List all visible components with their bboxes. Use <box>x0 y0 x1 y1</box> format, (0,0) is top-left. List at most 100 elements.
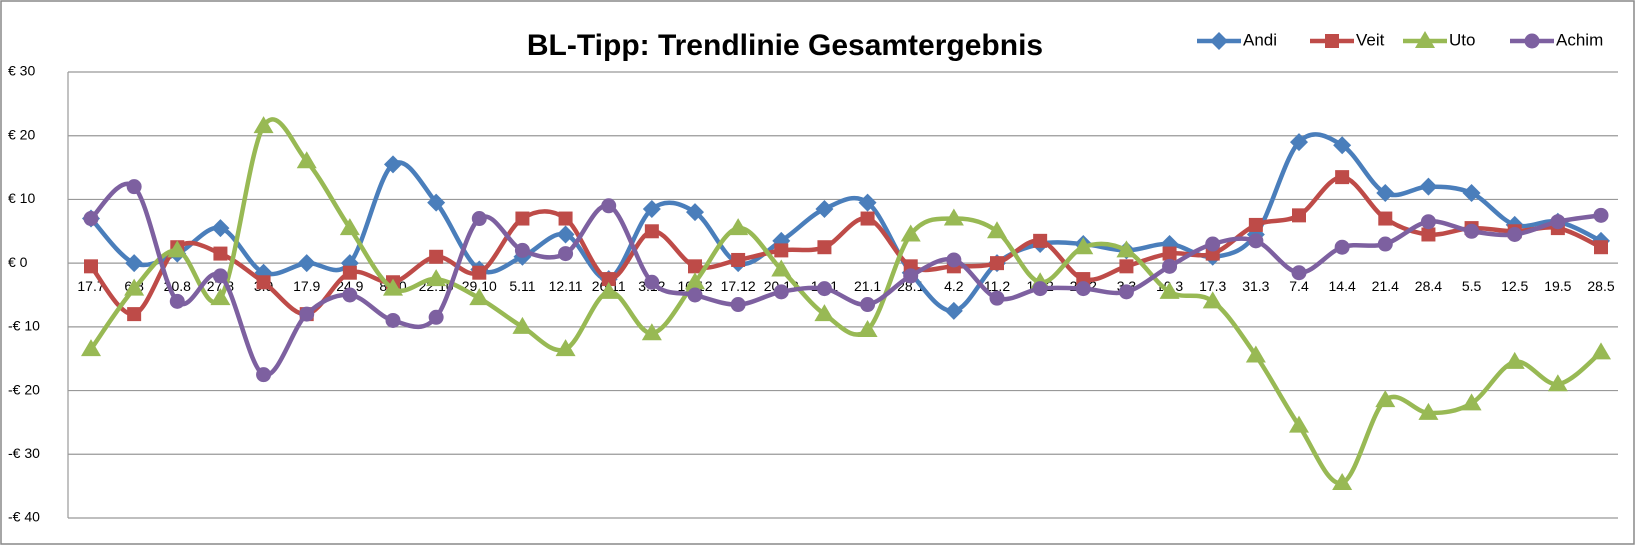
x-tick-label: 14.4 <box>1329 278 1356 294</box>
marker <box>857 320 878 338</box>
marker <box>558 211 573 226</box>
marker <box>989 290 1005 306</box>
marker <box>1290 133 1308 152</box>
marker <box>427 193 446 212</box>
y-tick-label: € 10 <box>8 190 35 206</box>
marker <box>1377 236 1393 252</box>
marker <box>126 179 142 195</box>
marker <box>641 323 662 341</box>
marker <box>903 268 919 284</box>
marker <box>644 274 660 290</box>
marker <box>688 259 702 274</box>
marker <box>515 211 530 226</box>
marker <box>730 297 746 313</box>
marker <box>1333 136 1352 155</box>
y-tick-label: € 30 <box>8 63 35 79</box>
marker <box>687 287 703 303</box>
marker <box>296 151 317 169</box>
marker <box>512 316 533 334</box>
marker <box>1418 402 1439 420</box>
marker <box>815 199 834 218</box>
marker <box>383 278 403 296</box>
marker <box>987 221 1007 239</box>
marker <box>1118 284 1134 300</box>
marker <box>555 339 576 357</box>
x-tick-label: 17.9 <box>293 278 320 294</box>
marker <box>1159 281 1180 299</box>
marker <box>944 301 963 320</box>
chart-title: BL-Tipp: Trendlinie Gesamtergebnis <box>527 29 1043 62</box>
marker <box>685 272 705 290</box>
marker <box>900 224 921 242</box>
marker <box>469 288 490 306</box>
x-tick-label: 19.5 <box>1544 278 1571 294</box>
marker <box>1419 177 1438 196</box>
marker <box>1547 374 1568 392</box>
marker <box>1421 227 1436 242</box>
y-tick-label: -€ 10 <box>8 318 40 334</box>
marker <box>211 219 230 238</box>
y-tick-label: -€ 40 <box>8 509 40 525</box>
marker <box>1464 223 1480 239</box>
marker <box>601 198 617 214</box>
x-tick-label: 28.4 <box>1415 278 1442 294</box>
marker <box>81 339 101 357</box>
marker <box>686 203 704 222</box>
marker <box>471 211 487 227</box>
marker <box>1248 233 1264 249</box>
marker <box>169 293 185 309</box>
y-tick-label: € 0 <box>8 254 28 270</box>
marker <box>1248 217 1263 232</box>
marker <box>990 256 1004 271</box>
x-tick-label: 7.4 <box>1289 278 1309 294</box>
marker <box>256 367 272 383</box>
marker <box>1594 240 1608 255</box>
marker <box>1162 246 1177 261</box>
legend-marker <box>1524 33 1540 49</box>
x-tick-label: 11.2 <box>984 278 1010 294</box>
marker <box>127 307 142 322</box>
legend-label: Veit <box>1356 30 1385 49</box>
marker <box>816 281 832 297</box>
marker <box>556 225 575 244</box>
x-tick-label: 5.11 <box>509 278 535 294</box>
marker <box>514 242 530 258</box>
marker <box>1507 226 1523 242</box>
marker <box>817 240 832 255</box>
legend-marker <box>1325 34 1339 48</box>
x-tick-label: 12.11 <box>549 278 583 294</box>
marker <box>84 259 98 274</box>
marker <box>1332 472 1353 490</box>
marker <box>83 211 99 227</box>
x-tick-label: 31.3 <box>1242 278 1269 294</box>
marker <box>1075 281 1091 297</box>
marker <box>1376 184 1395 203</box>
marker <box>1461 393 1482 411</box>
x-tick-label: 17.7 <box>77 278 104 294</box>
marker <box>644 224 659 239</box>
legend-label: Achim <box>1556 30 1603 49</box>
marker <box>1593 207 1609 223</box>
marker <box>1245 345 1266 363</box>
marker <box>1591 342 1611 360</box>
marker <box>728 218 749 236</box>
marker <box>1550 214 1566 230</box>
marker <box>1119 259 1134 274</box>
marker <box>213 246 228 261</box>
legend-label: Uto <box>1449 30 1475 49</box>
marker <box>1420 214 1436 230</box>
marker <box>598 281 619 299</box>
marker <box>1073 237 1094 255</box>
x-tick-label: 17.3 <box>1199 278 1226 294</box>
marker <box>1289 415 1309 433</box>
marker <box>1033 233 1048 248</box>
x-tick-label: 29.10 <box>462 278 497 294</box>
marker <box>167 240 188 258</box>
marker <box>385 312 401 328</box>
legend-marker <box>1210 32 1228 50</box>
marker <box>256 275 271 290</box>
marker <box>731 252 746 267</box>
marker <box>297 254 316 273</box>
marker <box>771 259 792 277</box>
